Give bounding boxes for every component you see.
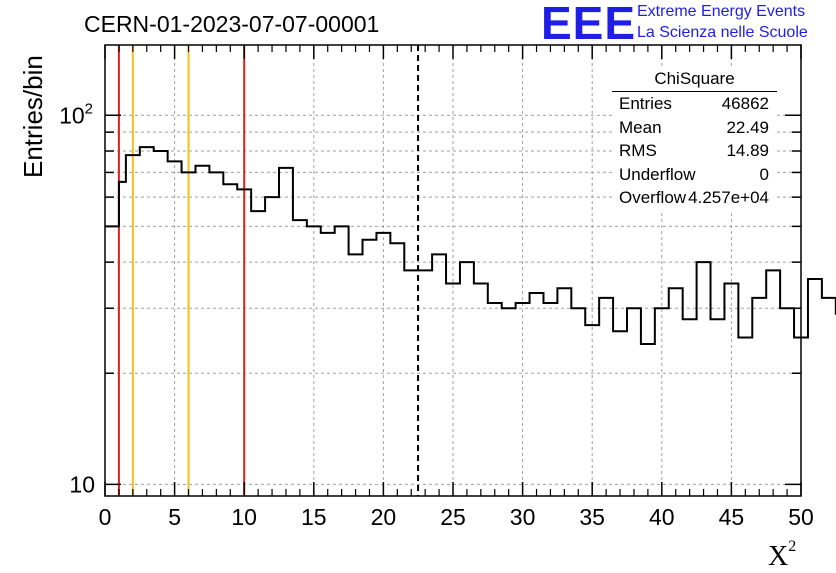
stats-value: 14.89 [726,141,769,160]
x-tick-label: 10 [231,504,257,530]
x-axis-label: X2 [768,538,796,573]
y-axis-label: Entries/bin [18,55,48,178]
axis-ticks [104,45,802,496]
stats-row: Mean 22.49 [612,116,777,140]
logo-line-2: La Scienza nelle Scuole [637,24,808,41]
stats-value: 4.257e+04 [688,188,769,207]
stats-title: ChiSquare [612,66,777,92]
stats-row: Underflow 0 [612,163,777,187]
x-tick-label: 45 [719,504,745,530]
stats-box: ChiSquare Entries 46862 Mean 22.49 RMS 14.8… [612,66,777,210]
stats-row: Overflow 4.257e+04 [612,186,777,210]
stats-key: Mean [619,117,662,137]
stats-row: Entries 46862 [612,92,777,116]
stats-key: Overflow [619,188,687,207]
x-tick-labels: 0 5 10 15 20 25 30 35 40 45 50 [99,504,814,530]
x-tick-label: 0 [99,504,112,530]
x-tick-label: 30 [510,504,536,530]
stats-value: 46862 [721,94,769,113]
stats-key: RMS [619,141,657,160]
x-axis-label-text: X [768,541,789,572]
x-axis-label-superscript: 2 [788,538,797,555]
histogram-series [105,146,836,346]
stats-value: 22.49 [726,117,769,137]
stats-row: RMS 14.89 [612,139,777,163]
y-tick-label: 102 [59,100,93,128]
stats-key: Entries [619,94,672,113]
x-tick-label: 35 [579,504,605,530]
x-tick-label: 50 [788,504,814,530]
logo-line-1: Extreme Energy Events [637,3,806,20]
x-tick-label: 15 [301,504,327,530]
eee-logo: EEE [541,0,637,49]
stats-value: 0 [759,164,769,184]
y-tick-label-base: 10 [59,102,85,128]
x-tick-label: 40 [649,504,675,530]
run-title: CERN-01-2023-07-07-00001 [84,11,380,37]
y-tick-label-exponent: 2 [85,100,93,117]
x-tick-label: 20 [371,504,397,530]
stats-key: Underflow [619,164,696,184]
y-tick-label: 10 [69,471,95,497]
x-tick-label: 5 [168,504,181,530]
reference-lines [117,45,420,496]
x-tick-label: 25 [440,504,466,530]
